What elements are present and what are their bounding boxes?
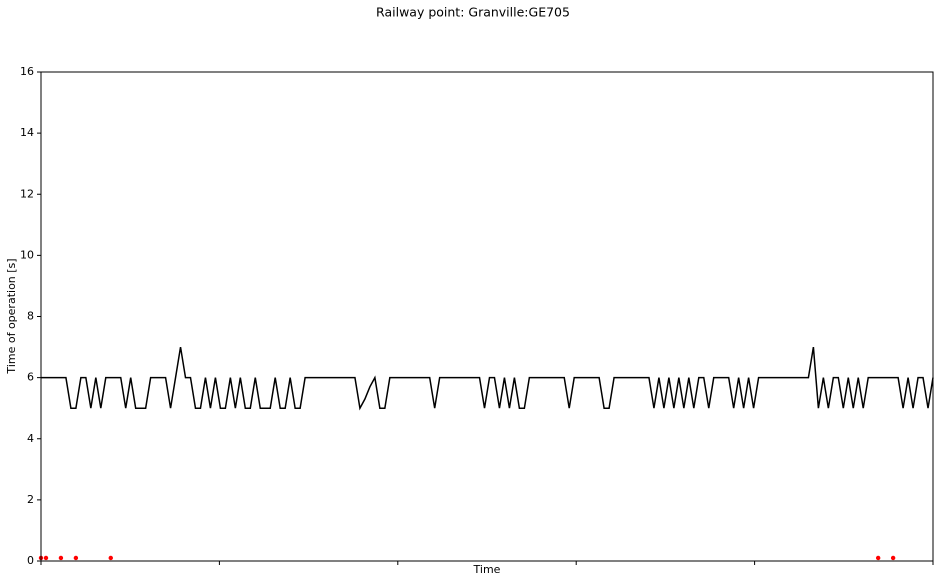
y-tick-label: 6: [27, 371, 34, 384]
series-line: [41, 346, 934, 411]
point: [875, 555, 881, 561]
y-tick-label: 12: [20, 187, 34, 200]
y-tick-label: 0: [27, 554, 34, 567]
y-axis-label: Time of operation [s]: [5, 258, 18, 374]
point: [108, 555, 113, 561]
y-tick-label: 14: [20, 126, 34, 139]
point: [73, 555, 79, 561]
point: [43, 555, 49, 561]
y-tick-label: 2: [27, 493, 34, 506]
y-tick-label: 16: [20, 65, 34, 78]
point: [58, 555, 64, 561]
point: [890, 555, 896, 561]
plot-frame: [40, 71, 934, 562]
chart-title: Railway point: Granville:GE705: [376, 5, 570, 20]
y-tick-label: 4: [27, 432, 34, 445]
x-axis-label: Time: [473, 563, 501, 576]
y-tick-label: 8: [27, 310, 34, 323]
y-tick-label: 10: [20, 248, 34, 261]
